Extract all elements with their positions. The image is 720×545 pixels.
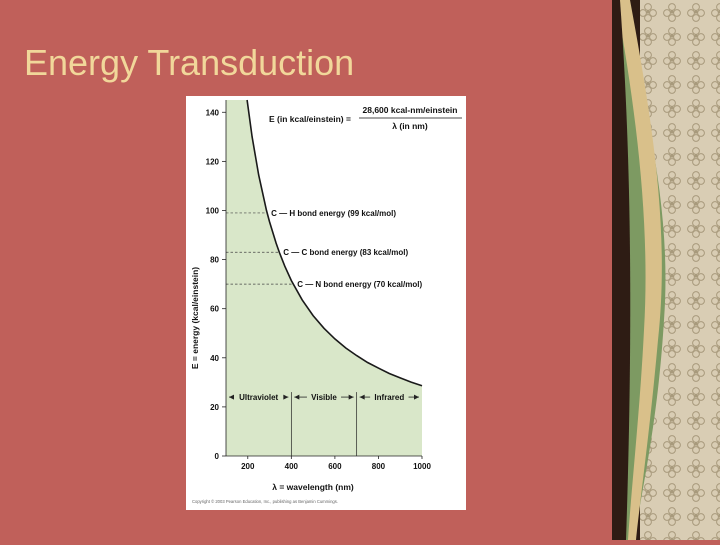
x-axis-label: λ = wavelength (nm)	[272, 482, 354, 492]
region-arrowhead	[283, 394, 289, 400]
x-tick-label: 800	[372, 462, 386, 471]
curve-fill-area	[226, 100, 422, 456]
ribbon-decoration	[612, 0, 720, 540]
formula-denominator: λ (in nm)	[392, 121, 428, 131]
copyright-text: Copyright © 2003 Pearson Education, Inc.…	[192, 499, 338, 504]
y-tick-label: 80	[210, 256, 219, 265]
decorative-frame	[612, 0, 720, 540]
formula-lhs: E (in kcal/einstein) =	[269, 114, 351, 124]
x-tick-label: 400	[285, 462, 299, 471]
region-arrowhead	[229, 394, 234, 400]
bond-energy-label: C — C bond energy (83 kcal/mol)	[283, 248, 408, 257]
x-tick-label: 600	[328, 462, 342, 471]
region-arrowhead	[414, 394, 419, 400]
energy-wavelength-figure: C — H bond energy (99 kcal/mol) C — C bon…	[186, 96, 466, 510]
chart-axes	[225, 100, 422, 457]
x-tick-label: 200	[241, 462, 255, 471]
region-arrowhead	[348, 394, 354, 400]
y-tick-label: 40	[210, 354, 219, 363]
x-axis-ticks: 200 400 600 800 1000	[241, 456, 431, 471]
region-label: Ultraviolet	[239, 393, 278, 402]
region-arrowhead	[294, 394, 300, 400]
formula-numerator: 28,600 kcal-nm/einstein	[363, 105, 458, 115]
energy-curve	[246, 99, 423, 387]
y-axis-ticks: 0 20 40 60 80 100 120 140	[206, 108, 226, 461]
y-tick-label: 140	[206, 108, 220, 117]
energy-chart: C — H bond energy (99 kcal/mol) C — C bon…	[190, 99, 462, 504]
spectrum-regions: Ultraviolet Visible Infrared	[229, 392, 419, 456]
y-tick-label: 120	[206, 157, 220, 166]
bond-energy-label: C — H bond energy (99 kcal/mol)	[271, 209, 396, 218]
y-tick-label: 0	[215, 452, 220, 461]
reference-lines: C — H bond energy (99 kcal/mol) C — C bon…	[226, 209, 422, 289]
x-tick-label: 1000	[413, 462, 431, 471]
bond-energy-label: C — N bond energy (70 kcal/mol)	[297, 280, 422, 289]
y-tick-label: 100	[206, 206, 220, 215]
y-axis-label: E = energy (kcal/einstein)	[190, 267, 200, 369]
region-label: Visible	[311, 393, 337, 402]
region-label: Infrared	[374, 393, 404, 402]
y-tick-label: 20	[210, 403, 219, 412]
y-tick-label: 60	[210, 305, 219, 314]
slide-title: Energy Transduction	[24, 42, 355, 83]
region-arrowhead	[359, 394, 365, 400]
